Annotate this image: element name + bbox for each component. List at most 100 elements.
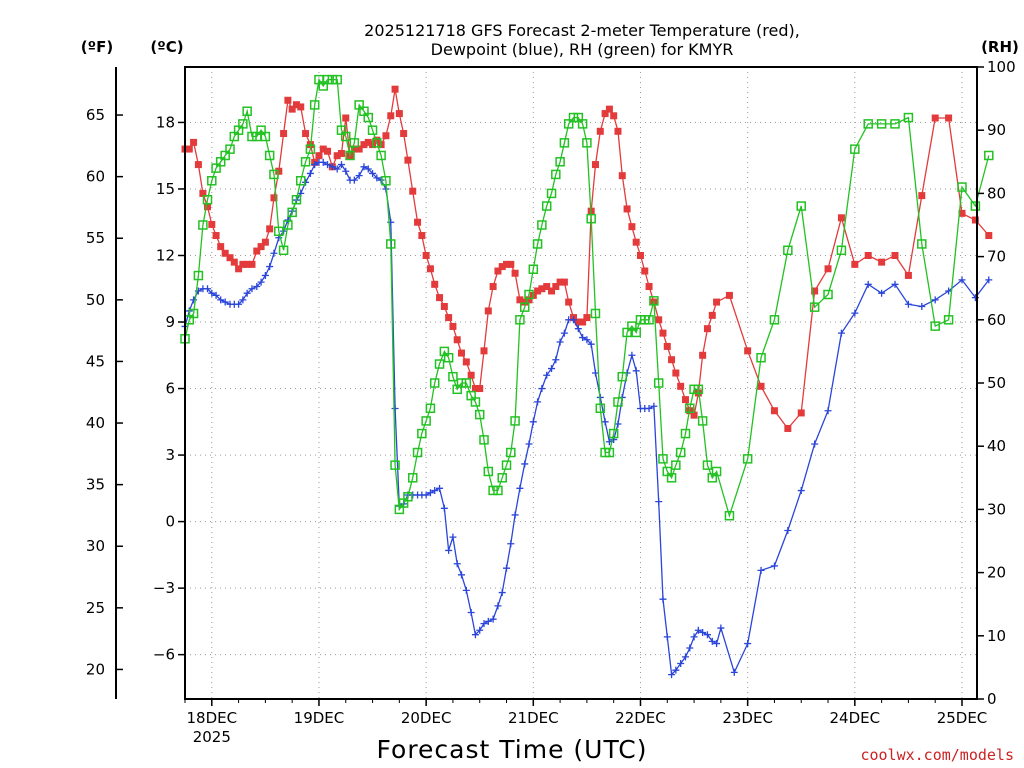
dewpoint-point <box>266 263 274 271</box>
rh-point <box>917 239 927 249</box>
rh-point <box>207 176 217 186</box>
rh-point <box>957 182 967 192</box>
fahrenheit-tick-label: 20 <box>86 660 105 678</box>
dewpoint-point <box>337 161 345 169</box>
dewpoint-point <box>757 566 765 574</box>
rh-point <box>381 176 391 186</box>
dewpoint-point <box>686 644 694 652</box>
rh-line <box>184 77 990 518</box>
temperature-point <box>284 96 292 104</box>
temperature-point <box>614 127 622 135</box>
rh-point <box>274 226 284 237</box>
rh-point <box>876 119 887 129</box>
temperature-point <box>498 263 506 271</box>
dewpoint-point <box>253 283 261 291</box>
temperature-point <box>422 251 430 259</box>
temperature-point <box>204 203 212 211</box>
temperature-point <box>261 238 269 246</box>
dewpoint-point <box>516 484 524 492</box>
dewpoint-point <box>391 405 399 413</box>
rh-point <box>711 466 722 477</box>
celsius-tick-label: 18 <box>156 113 175 131</box>
dewpoint-point <box>811 440 819 448</box>
temperature-point <box>476 385 484 393</box>
dewpoint-point <box>377 176 385 184</box>
rh-point <box>604 447 615 458</box>
rh-point <box>448 371 458 382</box>
rh-point <box>608 428 619 439</box>
rh-point <box>425 403 436 414</box>
temperature-point <box>824 265 832 273</box>
dewpoint-point <box>797 487 805 495</box>
temperature-series <box>181 85 993 432</box>
rh-point <box>349 138 360 148</box>
dewpoint-line <box>184 161 990 677</box>
rh-point <box>563 119 574 129</box>
rh-point <box>295 176 306 186</box>
dewpoint-point <box>458 571 466 579</box>
rh-point <box>479 435 489 445</box>
rh-point <box>551 169 561 180</box>
temperature-point <box>560 278 568 286</box>
temperature-point <box>302 130 310 138</box>
fahrenheit-tick-label: 50 <box>86 291 105 309</box>
temperature-point <box>194 161 202 169</box>
dewpoint-point <box>324 161 332 169</box>
dewpoint-point <box>560 329 568 337</box>
temperature-point <box>565 298 573 306</box>
rh-point <box>501 460 512 470</box>
rh-point <box>461 378 472 388</box>
dewpoint-point <box>770 562 778 570</box>
dewpoint-point <box>217 296 225 304</box>
dewpoint-point <box>681 653 689 661</box>
rh-point <box>470 397 481 407</box>
rh-point <box>363 112 374 123</box>
dewpoint-point <box>628 351 636 359</box>
rh-point <box>850 144 860 154</box>
rh-point <box>617 371 628 382</box>
dewpoint-point <box>204 285 212 293</box>
dewpoint-point <box>583 336 591 344</box>
dewpoint-point <box>243 289 251 297</box>
temperature-point <box>579 318 587 326</box>
dewpoint-point <box>480 620 488 628</box>
temperature-point <box>484 307 492 315</box>
temperature-point <box>409 187 417 195</box>
dewpoint-point <box>498 589 506 597</box>
dewpoint-point <box>328 163 336 171</box>
rh-point <box>613 397 623 407</box>
temperature-point <box>185 145 193 153</box>
temperature-point <box>663 342 671 350</box>
dewpoint-point <box>350 176 358 184</box>
temperature-point <box>655 316 663 324</box>
temperature-point <box>266 225 274 233</box>
temperature-point <box>333 152 341 160</box>
temperature-point <box>190 138 198 146</box>
temperature-point <box>364 138 372 146</box>
fahrenheit-unit-label: (ºF) <box>81 38 113 56</box>
rh-point <box>582 138 592 148</box>
dewpoint-point <box>878 289 886 297</box>
temperature-point <box>668 356 676 364</box>
dewpoint-point <box>891 280 899 288</box>
dewpoint-point <box>713 640 721 648</box>
rh-point <box>644 315 654 325</box>
rh-point <box>890 119 900 129</box>
rh-point <box>264 150 275 161</box>
rh-point <box>322 74 333 85</box>
dewpoint-point <box>591 369 599 377</box>
dewpoint-point <box>824 407 832 415</box>
credit-link[interactable]: coolwx.com/models <box>860 746 1014 764</box>
temperature-point <box>552 283 560 291</box>
dewpoint-point <box>655 498 663 506</box>
rh-point <box>675 447 686 458</box>
rh-point <box>702 460 713 470</box>
temperature-point <box>373 136 381 144</box>
rh-point <box>193 270 204 281</box>
dewpoint-point <box>744 640 752 648</box>
dewpoint-point <box>511 511 519 519</box>
rh-point <box>354 100 364 110</box>
dewpoint-point <box>355 172 363 180</box>
rh-tick-label: 40 <box>987 437 1006 455</box>
